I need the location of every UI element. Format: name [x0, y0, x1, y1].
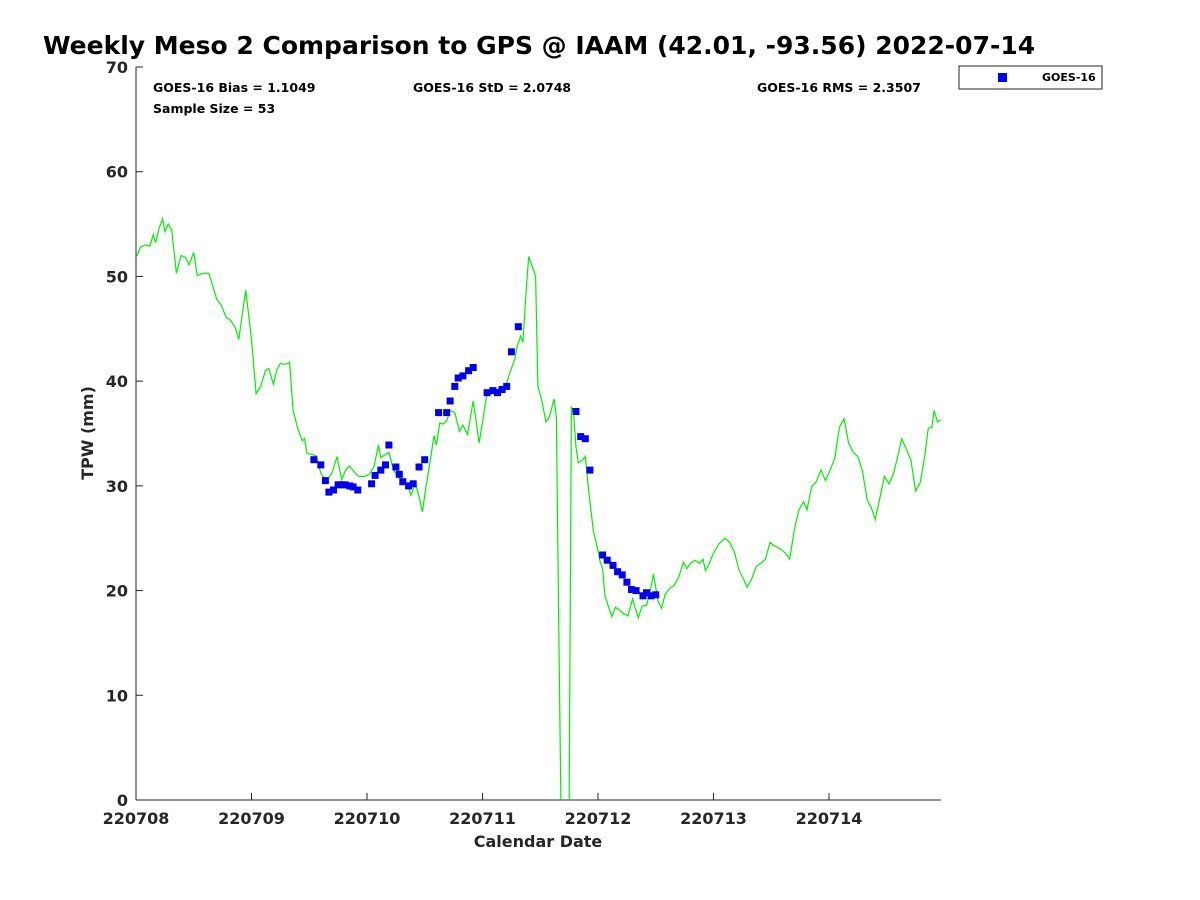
goes16-point [415, 463, 423, 471]
goes16-point [451, 382, 459, 390]
x-tick-label: 220708 [103, 809, 170, 828]
stat-rms: GOES-16 RMS = 2.3507 [757, 80, 921, 95]
y-tick-label: 10 [106, 686, 128, 705]
goes16-point [325, 488, 333, 496]
x-tick-label: 220711 [449, 809, 516, 828]
y-tick-label: 60 [106, 163, 128, 182]
goes16-point [623, 578, 631, 586]
goes16-point [385, 441, 393, 449]
x-tick-label: 220714 [796, 809, 863, 828]
goes16-point [628, 586, 635, 593]
goes16-point [469, 364, 477, 371]
goes16-point [349, 483, 357, 491]
goes16-point [405, 482, 413, 490]
goes16-point [382, 461, 389, 469]
goes16-point [371, 471, 379, 479]
legend-label: GOES-16 [1042, 71, 1096, 84]
x-tick-label: 220713 [680, 809, 747, 828]
goes16-point [609, 561, 617, 569]
y-tick-label: 50 [106, 267, 128, 286]
x-axis-label: Calendar Date [474, 832, 603, 851]
goes16-point [618, 571, 626, 579]
y-axis-label: TPW (mm) [78, 386, 97, 480]
goes16-point [443, 409, 451, 417]
goes16-point [507, 348, 515, 356]
plot-area [136, 216, 941, 800]
goes16-point [321, 477, 329, 485]
goes16-point [377, 466, 385, 474]
goes16-point [603, 556, 611, 564]
goes16-point [586, 466, 594, 474]
stat-bias: GOES-16 Bias = 1.1049 [153, 80, 315, 95]
goes16-point [421, 456, 429, 464]
goes16-point [577, 433, 585, 441]
goes16-point [446, 397, 454, 405]
goes16-point [310, 456, 318, 464]
goes16-point [614, 568, 622, 576]
goes16-point [368, 480, 376, 488]
goes16-point [465, 367, 473, 375]
goes16-point [317, 461, 325, 469]
x-axis: 220708 220709 220710 220711 220712 220713 2207… [103, 793, 863, 828]
legend-marker [998, 73, 1007, 82]
goes16-point [599, 551, 607, 559]
y-tick-label: 70 [106, 58, 128, 77]
goes16-point [581, 435, 589, 443]
goes16-point [489, 387, 497, 395]
goes16-point [341, 481, 349, 489]
goes16-point [354, 486, 362, 494]
goes16-point [494, 389, 501, 397]
y-tick-label: 20 [106, 582, 128, 601]
goes16-point [514, 323, 522, 331]
goes16-point [572, 408, 580, 415]
goes16-point [392, 463, 400, 471]
stat-std: GOES-16 StD = 2.0748 [413, 80, 571, 95]
gps-series-line [136, 216, 941, 800]
goes16-point [454, 374, 462, 382]
y-tick-label: 30 [106, 477, 128, 496]
goes16-point [459, 372, 467, 380]
goes16-point [409, 480, 417, 488]
goes16-point [399, 478, 407, 486]
goes16-point [503, 382, 511, 390]
goes16-point [498, 386, 506, 393]
goes16-point [652, 591, 660, 599]
x-tick-label: 220710 [334, 809, 401, 828]
stat-sample-size: Sample Size = 53 [153, 101, 275, 116]
y-tick-label: 40 [106, 372, 128, 391]
y-tick-label: 0 [117, 791, 128, 810]
y-axis: 0 10 20 30 40 50 60 70 [106, 58, 143, 810]
goes16-point [647, 592, 655, 600]
goes16-point [395, 470, 403, 478]
legend: GOES-16 [958, 65, 1103, 90]
plot-frame [135, 67, 941, 801]
x-tick-label: 220712 [565, 809, 632, 828]
x-tick-label: 220709 [218, 809, 285, 828]
goes16-point [643, 589, 650, 597]
goes16-point [330, 486, 337, 494]
goes16-point [632, 587, 640, 595]
chart-title: Weekly Meso 2 Comparison to GPS @ IAAM (… [43, 31, 1035, 60]
goes16-point [483, 389, 491, 397]
goes16-point [435, 409, 443, 417]
